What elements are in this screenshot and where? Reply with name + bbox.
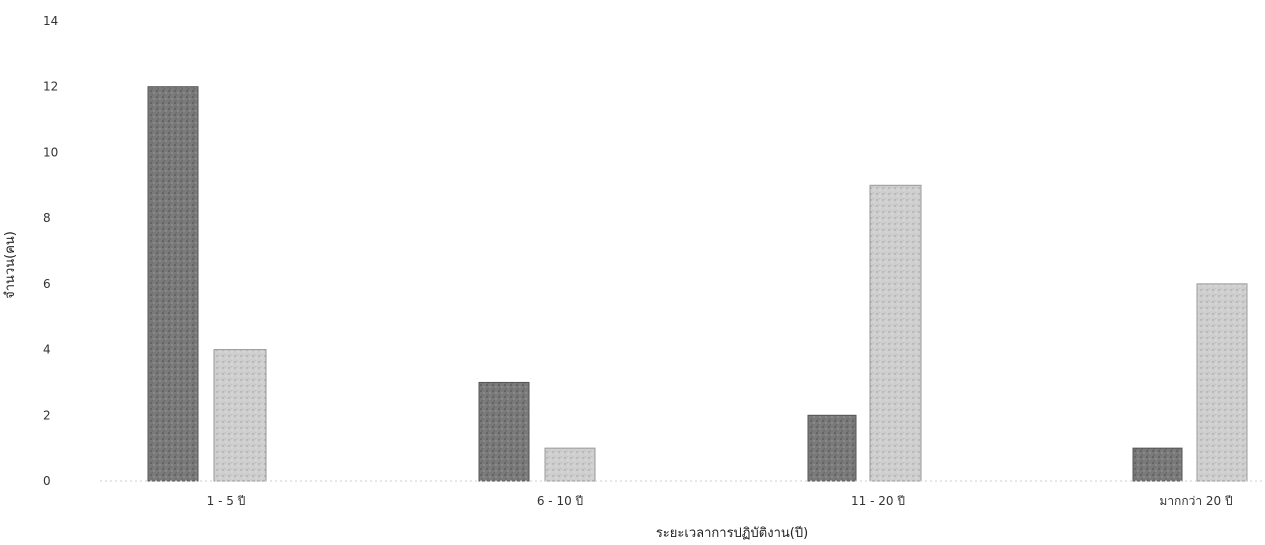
y-tick-label: 12 [43, 80, 58, 94]
x-axis-label: ระยะเวลาการปฏิบัติงาน(ปี) [656, 525, 808, 541]
y-tick-label: 8 [43, 211, 51, 225]
y-tick-label: 4 [43, 343, 51, 357]
bar-series-2-cat-3 [869, 184, 922, 482]
x-tick-label: มากกว่า 20 ปี [1159, 494, 1232, 508]
bar-series-2-cat-2 [544, 447, 596, 482]
x-axis-ticks: 1 - 5 ปี 6 - 10 ปี 11 - 20 ปี มากกว่า 20 ปี [207, 494, 1233, 508]
x-tick-label: 1 - 5 ปี [207, 494, 246, 508]
bar-series-1-cat-4 [1132, 447, 1183, 482]
bar-series-1-cat-2 [478, 381, 530, 482]
y-tick-label: 14 [43, 14, 58, 28]
bar-series-2-cat-1 [213, 349, 267, 482]
y-axis-ticks: 0 2 4 6 8 10 12 14 [43, 14, 58, 488]
bars [147, 86, 1248, 482]
y-tick-label: 2 [43, 408, 51, 422]
x-tick-label: 6 - 10 ปี [537, 494, 583, 508]
y-tick-label: 10 [43, 145, 58, 159]
y-tick-label: 0 [43, 474, 51, 488]
x-tick-label: 11 - 20 ปี [851, 494, 905, 508]
y-axis-label: จำนวน(คน) [3, 231, 18, 299]
bar-series-1-cat-1 [147, 86, 199, 482]
y-tick-label: 6 [43, 277, 51, 291]
bar-series-1-cat-3 [807, 414, 857, 482]
bar-series-2-cat-4 [1196, 283, 1248, 482]
